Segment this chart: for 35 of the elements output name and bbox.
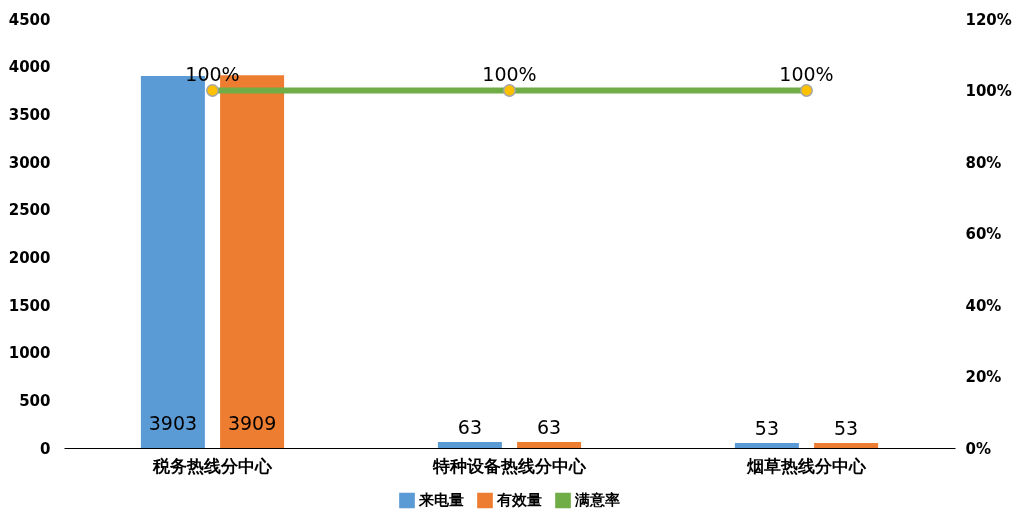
data-label: 100% [482,62,537,85]
y-tick-label: 2500 [8,201,51,220]
y2-tick-label: 40% [965,296,1002,315]
y-tick-label: 1000 [8,344,51,363]
data-label: 63 [537,415,562,438]
data-label: 63 [457,415,482,438]
y2-tick-label: 100% [965,82,1012,100]
legend-label: 来电量 [418,491,464,510]
bar [814,442,879,448]
y2-tick-label: 80% [965,153,1002,172]
data-label: 100% [779,62,834,85]
legend-label: 有效量 [496,491,542,510]
y2-tick-label: 120% [965,10,1012,29]
y-tick-label: 2000 [8,248,51,267]
x-tick-label: 特种设备热线分中心 [432,455,587,476]
bar [734,442,799,448]
y-tick-label: 4000 [8,58,51,77]
data-label: 3903 [148,412,198,434]
data-label: 3909 [227,412,277,434]
data-label: 53 [834,416,859,439]
y-tick-label: 0 [40,439,51,458]
bar [437,441,502,448]
x-tick-label: 烟草热线分中心 [746,455,867,476]
y2-tick-label: 60% [965,225,1002,243]
y-tick-label: 1500 [8,296,51,315]
y-tick-label: 3000 [8,153,51,172]
legend-label: 满意率 [574,491,620,510]
y-tick-label: 3500 [8,105,51,124]
data-label: 53 [754,416,779,439]
y2-tick-label: 20% [965,368,1002,386]
y2-tick-label: 0% [965,439,991,458]
y-tick-label: 4500 [8,10,51,29]
y-tick-label: 500 [19,391,51,410]
bar [517,441,582,448]
x-tick-label: 税务热线分中心 [152,455,273,476]
